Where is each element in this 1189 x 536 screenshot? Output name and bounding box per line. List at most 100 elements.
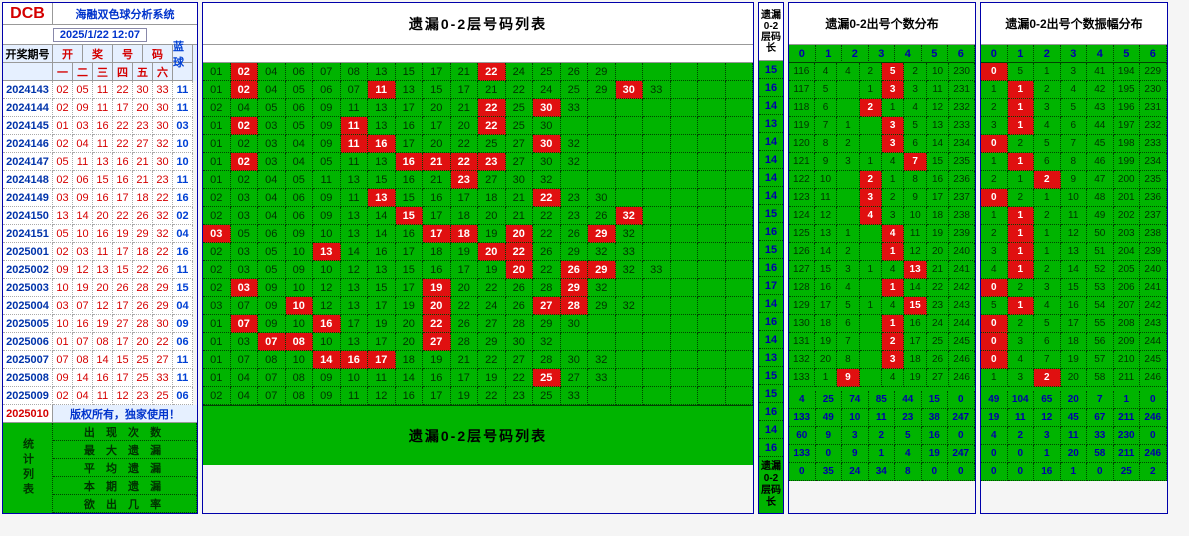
r-row: 112442195230	[981, 81, 1167, 99]
mid-cell	[726, 135, 754, 153]
mid-cell	[698, 261, 726, 279]
red-ball: 19	[113, 225, 133, 243]
r-stat-cell: 11	[1061, 427, 1088, 445]
r2-title: 遗漏0-2出号个数振幅分布	[981, 3, 1167, 45]
r-cell: 26	[927, 351, 949, 369]
r1-stats: 4257485441501334910112338247609325160133…	[789, 391, 975, 481]
mid-cell: 02	[231, 153, 259, 171]
r-row: 051341194229	[981, 63, 1167, 81]
mid-cell: 02	[203, 189, 231, 207]
r-cell: 27	[927, 369, 949, 387]
mid-cell: 02	[231, 81, 259, 99]
mid-cell: 19	[423, 351, 451, 369]
r-cell: 17	[927, 189, 949, 207]
r-cell	[860, 351, 882, 369]
r-stat-cell: 45	[1061, 409, 1088, 427]
r-cell: 5	[882, 63, 904, 81]
r-cell: 235	[1140, 171, 1167, 189]
blue-ball: 11	[173, 369, 193, 387]
r-stat-cell: 85	[869, 391, 896, 409]
r-row: 118621412232	[789, 99, 975, 117]
r-cell: 44	[1087, 117, 1114, 135]
mid-cell: 01	[203, 63, 231, 81]
r-row: 1219314715235	[789, 153, 975, 171]
r-row: 0471957210245	[981, 351, 1167, 369]
r-cell: 240	[949, 243, 975, 261]
mid-cell: 07	[258, 333, 286, 351]
mid-cell: 16	[313, 315, 341, 333]
r-cell: 1	[1008, 153, 1035, 171]
mid-cell	[726, 81, 754, 99]
r1-panel: 遗漏0-2出号个数分布 0123456 11644252102301175133…	[788, 2, 976, 514]
r-stat-cell: 0	[1008, 445, 1035, 463]
r-cell: 17	[815, 297, 837, 315]
issue-id: 2025006	[3, 333, 53, 351]
mid-cell: 14	[313, 351, 341, 369]
col-2: 二	[73, 63, 93, 81]
red-ball: 21	[133, 153, 153, 171]
red-ball: 26	[113, 279, 133, 297]
r-row: 4121452205240	[981, 261, 1167, 279]
mid-cell	[671, 369, 699, 387]
red-ball: 17	[113, 369, 133, 387]
red-ball: 08	[73, 351, 93, 369]
mid-cell: 11	[341, 117, 369, 135]
mid-cell: 25	[533, 387, 561, 405]
r-cell	[837, 99, 859, 117]
mid-cell: 30	[533, 99, 561, 117]
r-cell: 1	[981, 207, 1008, 225]
r-cell: 14	[1061, 261, 1088, 279]
issue-row: 202500510161927283009	[3, 315, 197, 333]
r-stat-cell: 11	[869, 409, 896, 427]
mid-cell	[643, 171, 671, 189]
mid-cell	[643, 297, 671, 315]
red-ball: 13	[93, 261, 113, 279]
mid-cell: 16	[368, 243, 396, 261]
mid-cell: 20	[423, 99, 451, 117]
r-stat-cell: 60	[789, 427, 816, 445]
r-cell: 18	[815, 315, 837, 333]
red-ball: 25	[133, 351, 153, 369]
r-cell	[860, 333, 882, 351]
mid-cell	[726, 243, 754, 261]
vbar-cell: 13	[759, 115, 783, 133]
r-cell: 12	[815, 207, 837, 225]
r-stat-row: 609325160	[789, 427, 975, 445]
mid-cell: 33	[643, 261, 671, 279]
mid-cell	[561, 117, 589, 135]
mid-cell: 13	[341, 225, 369, 243]
red-ball: 29	[133, 225, 153, 243]
red-ball: 32	[153, 207, 173, 225]
r-cell: 5	[981, 297, 1008, 315]
red-ball: 16	[93, 117, 113, 135]
r-cell: 3	[882, 207, 904, 225]
r-stat-cell: 16	[922, 427, 949, 445]
r-cell: 47	[1087, 171, 1114, 189]
r-cell: 10	[1061, 189, 1088, 207]
r-cell: 230	[1140, 81, 1167, 99]
r-stat-cell: 211	[1114, 445, 1141, 463]
r-cell: 0	[981, 63, 1008, 81]
r-stat-cell: 74	[842, 391, 869, 409]
mid-cell: 17	[368, 297, 396, 315]
red-ball: 33	[153, 81, 173, 99]
mid-cell: 32	[561, 153, 589, 171]
r-cell: 2	[860, 171, 882, 189]
mid-cell: 22	[506, 81, 534, 99]
mid-cell: 14	[396, 369, 424, 387]
mid-cell	[588, 117, 616, 135]
r-cell: 4	[1034, 297, 1061, 315]
r-cell: 10	[815, 171, 837, 189]
r-cell: 6	[837, 315, 859, 333]
r-cell: 196	[1114, 99, 1141, 117]
r-cell: 238	[1140, 225, 1167, 243]
red-ball: 23	[133, 387, 153, 405]
r-cell: 9	[1061, 171, 1088, 189]
r-cell: 3	[882, 135, 904, 153]
mid-cell: 04	[258, 207, 286, 225]
mid-cell	[698, 297, 726, 315]
r-cell: 126	[789, 243, 815, 261]
r-cell: 43	[1087, 99, 1114, 117]
r-cell: 53	[1087, 279, 1114, 297]
r-cell: 119	[789, 117, 815, 135]
